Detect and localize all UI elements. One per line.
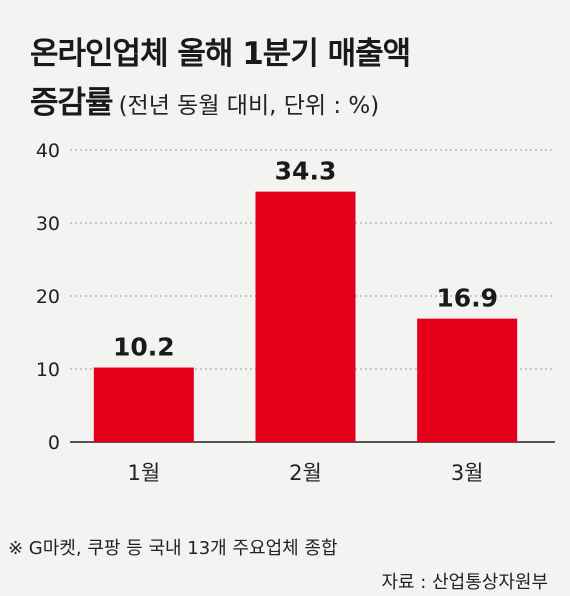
data-label: 16.9 [436, 284, 498, 313]
chart-title-line1: 온라인업체 올해 1분기 매출액 [30, 36, 411, 72]
chart-title-line2: 증감률 (전년 동월 대비, 단위 : %) [30, 77, 379, 122]
data-label: 34.3 [275, 157, 337, 186]
y-tick-label: 0 [48, 432, 60, 454]
data-label: 10.2 [113, 333, 175, 362]
y-tick-label: 20 [36, 286, 60, 308]
x-tick-label: 1월 [127, 461, 160, 485]
bar [93, 367, 194, 442]
bar [255, 191, 356, 442]
source-credit: 자료 : 산업통상자원부 [381, 572, 548, 593]
y-tick-label: 10 [36, 359, 60, 381]
x-tick-label: 2월 [289, 461, 322, 485]
y-tick-label: 40 [36, 140, 60, 162]
x-tick-label: 3월 [451, 461, 484, 485]
bar-chart: 0 10 20 30 40 10.2 1월 34.3 2월 16.9 3월 [36, 140, 555, 485]
bar [417, 318, 518, 442]
y-tick-label: 30 [36, 213, 60, 235]
chart-title-main: 증감률 [30, 85, 114, 121]
footnote: ※ G마켓, 쿠팡 등 국내 13개 주요업체 종합 [8, 538, 338, 559]
chart-subtitle: (전년 동월 대비, 단위 : %) [118, 93, 380, 119]
